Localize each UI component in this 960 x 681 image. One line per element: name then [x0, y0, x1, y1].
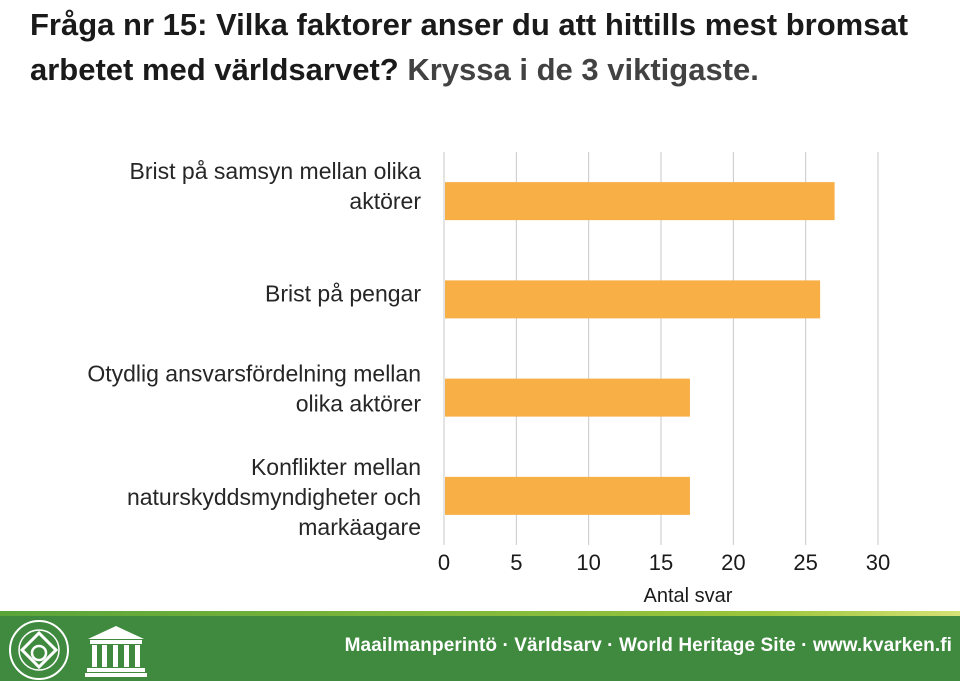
x-tick-label: 0: [438, 550, 450, 575]
world-heritage-emblem-icon: [9, 620, 69, 680]
category-label: Brist på samsyn mellan olika: [130, 158, 422, 184]
x-tick-label: 20: [721, 550, 745, 575]
footer-tagline: Maailmanperintö · Världsarv · World Heri…: [344, 635, 952, 656]
question-instruction: Kryssa i de 3 viktigaste.: [407, 52, 759, 87]
category-labels: Brist på samsyn mellan olika aktörer Brist…: [87, 158, 421, 540]
footer-banner: Maailmanperintö · Världsarv · World Heri…: [0, 611, 960, 681]
category-label: naturskyddsmyndigheter och: [127, 484, 421, 510]
bar: [445, 182, 835, 221]
page-title: Fråga nr 15: Vilka faktorer anser du att…: [30, 2, 930, 92]
category-label: Otydlig ansvarsfördelning mellan: [87, 361, 421, 387]
category-label: markäagare: [298, 514, 421, 540]
x-axis-title: Antal svar: [644, 585, 733, 607]
category-label: olika aktörer: [296, 391, 422, 417]
bar-chart: Brist på samsyn mellan olika aktörer Brist…: [87, 152, 890, 607]
question-text: Fråga nr 15: Vilka faktorer anser du att…: [30, 7, 909, 87]
bars: [445, 182, 835, 515]
bar: [445, 378, 690, 417]
x-tick-label: 5: [510, 550, 522, 575]
x-tick-labels: 0 5 10 15 20 25 30: [438, 550, 890, 575]
x-tick-label: 30: [866, 550, 890, 575]
category-label: Konflikter mellan: [251, 454, 421, 480]
unesco-temple-icon: [85, 626, 147, 677]
bar: [445, 476, 690, 515]
x-tick-label: 10: [576, 550, 600, 575]
x-tick-label: 15: [649, 550, 673, 575]
footer-stripe: [0, 611, 960, 616]
category-label: aktörer: [349, 188, 421, 214]
bar: [445, 280, 821, 319]
category-label: Brist på pengar: [265, 280, 421, 306]
x-tick-label: 25: [793, 550, 817, 575]
